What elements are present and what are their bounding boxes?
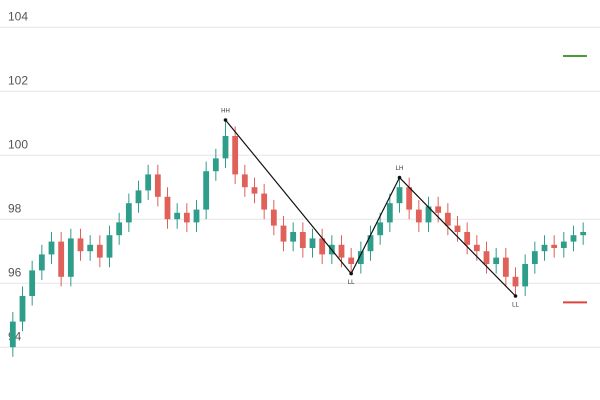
candle-body bbox=[454, 225, 461, 232]
candle-body bbox=[116, 222, 123, 236]
candle-body bbox=[531, 251, 538, 264]
candle-body bbox=[290, 232, 297, 242]
candle-body bbox=[357, 251, 364, 264]
candle-body bbox=[396, 187, 403, 204]
candle-body bbox=[406, 187, 413, 210]
candle-body bbox=[425, 206, 432, 223]
y-tick-label: 104 bbox=[8, 9, 28, 23]
zigzag-point bbox=[513, 294, 518, 298]
candle-body bbox=[444, 212, 451, 226]
candle-body bbox=[270, 209, 277, 226]
candle-body bbox=[29, 270, 36, 296]
candle-body bbox=[367, 235, 374, 252]
y-tick-label: 102 bbox=[8, 73, 28, 87]
candle-body bbox=[464, 232, 471, 245]
zigzag-segment bbox=[225, 119, 352, 274]
candle-body bbox=[135, 190, 142, 204]
candle-body bbox=[38, 254, 45, 271]
candle-body bbox=[580, 232, 587, 236]
candle-body bbox=[435, 206, 442, 213]
candle-body bbox=[106, 235, 113, 258]
candle-body bbox=[251, 187, 258, 194]
candle-body bbox=[19, 296, 26, 322]
candle-body bbox=[502, 257, 509, 277]
candle-body bbox=[386, 203, 393, 223]
candle-body bbox=[551, 244, 558, 248]
y-tick-label: 98 bbox=[8, 201, 22, 215]
candle-body bbox=[58, 241, 65, 277]
candle-body bbox=[164, 196, 171, 220]
candle-body bbox=[125, 203, 132, 223]
candle-body bbox=[415, 209, 422, 223]
candle-body bbox=[96, 244, 103, 258]
zigzag-label: HH bbox=[221, 109, 230, 115]
candle-body bbox=[212, 158, 219, 172]
candle-body bbox=[570, 235, 577, 242]
zigzag-label: LH bbox=[396, 166, 404, 172]
candle-body bbox=[299, 232, 306, 248]
candle-body bbox=[48, 241, 55, 255]
zigzag-segment bbox=[350, 177, 401, 274]
candle-body bbox=[154, 174, 161, 197]
candle-body bbox=[522, 264, 529, 287]
candle-body bbox=[377, 222, 384, 236]
y-tick-label: 96 bbox=[8, 265, 22, 279]
candle-body bbox=[232, 136, 239, 175]
candle-body bbox=[241, 174, 248, 188]
candle-body bbox=[309, 238, 316, 248]
y-tick-label: 100 bbox=[8, 137, 28, 151]
candle-body bbox=[493, 257, 500, 264]
candle-body bbox=[348, 257, 355, 264]
zigzag-point bbox=[397, 175, 402, 180]
candle-body bbox=[483, 251, 490, 264]
candle-body bbox=[174, 212, 181, 220]
candle-body bbox=[203, 171, 210, 210]
candle-body bbox=[512, 276, 519, 287]
candle-body bbox=[222, 136, 229, 159]
candle-body bbox=[193, 209, 200, 223]
zigzag-point bbox=[223, 118, 228, 122]
candle-body bbox=[280, 225, 287, 242]
zigzag-label: LL bbox=[348, 280, 355, 286]
candle-body bbox=[541, 244, 548, 252]
candle-body bbox=[145, 174, 152, 191]
candle-body bbox=[67, 238, 74, 277]
candle-body bbox=[261, 193, 268, 210]
zigzag-label: LL bbox=[512, 303, 519, 309]
zigzag-point bbox=[349, 271, 353, 276]
candle-body bbox=[319, 238, 326, 255]
candle-body bbox=[183, 212, 190, 223]
candle-body bbox=[338, 244, 345, 258]
candle-body bbox=[9, 321, 16, 348]
candle-body bbox=[87, 244, 94, 252]
candle-body bbox=[77, 238, 84, 252]
candle-body bbox=[560, 241, 567, 248]
zigzag-segment bbox=[399, 177, 516, 297]
candle-body bbox=[473, 244, 480, 252]
